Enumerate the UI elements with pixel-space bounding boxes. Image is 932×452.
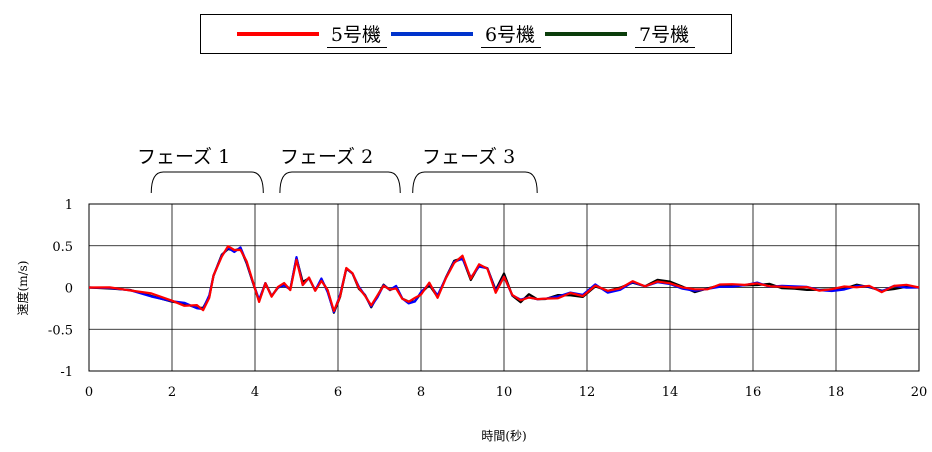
series-lines xyxy=(88,245,920,314)
y-tick-label: 1 xyxy=(65,198,73,213)
x-tick-label: 14 xyxy=(662,385,679,400)
legend-swatch-unit7 xyxy=(545,32,628,36)
y-tick-label: -0.5 xyxy=(48,323,73,338)
legend-item-unit5: 5号機 xyxy=(236,20,387,48)
phase-bracket-3 xyxy=(412,171,538,194)
legend: 5号機 6号機 7号機 xyxy=(200,14,732,54)
phase-annotations: フェーズ 1 フェーズ 2 フェーズ 3 xyxy=(137,146,538,194)
legend-swatch-unit6 xyxy=(390,32,473,36)
x-tick-label: 6 xyxy=(334,385,342,400)
x-tick-label: 18 xyxy=(828,385,845,400)
y-tick-label: 0 xyxy=(65,282,73,297)
legend-label-unit5: 5号機 xyxy=(326,20,387,48)
x-tick-label: 20 xyxy=(911,385,928,400)
y-tick-label: -1 xyxy=(60,365,73,380)
x-tick-label: 2 xyxy=(168,385,176,400)
phase-label-1: フェーズ 1 xyxy=(137,146,230,168)
legend-item-unit7: 7号機 xyxy=(545,20,696,48)
phase-bracket-1 xyxy=(150,171,264,194)
x-tick-labels: 0 2 4 6 8 10 12 14 16 18 20 xyxy=(85,385,927,400)
series-line-5 xyxy=(88,245,920,312)
x-axis-title: 時間(秒) xyxy=(481,429,526,443)
legend-swatch-unit5 xyxy=(236,32,319,36)
legend-label-unit6: 6号機 xyxy=(480,20,542,48)
legend-item-unit6: 6号機 xyxy=(390,20,542,48)
phase-label-2: フェーズ 2 xyxy=(280,146,373,168)
x-tick-label: 4 xyxy=(251,385,259,400)
legend-label-unit7: 7号機 xyxy=(635,20,696,48)
phase-label-3: フェーズ 3 xyxy=(422,146,515,168)
y-tick-labels: 1 0.5 0 -0.5 -1 xyxy=(48,198,73,380)
x-tick-label: 8 xyxy=(417,385,425,400)
x-tick-label: 16 xyxy=(745,385,762,400)
x-tick-label: 0 xyxy=(85,385,93,400)
y-tick-label: 0.5 xyxy=(52,240,73,255)
phase-bracket-2 xyxy=(279,171,401,194)
x-tick-label: 10 xyxy=(496,385,513,400)
y-axis-title: 速度(m/s) xyxy=(15,261,30,316)
x-tick-label: 12 xyxy=(579,385,596,400)
